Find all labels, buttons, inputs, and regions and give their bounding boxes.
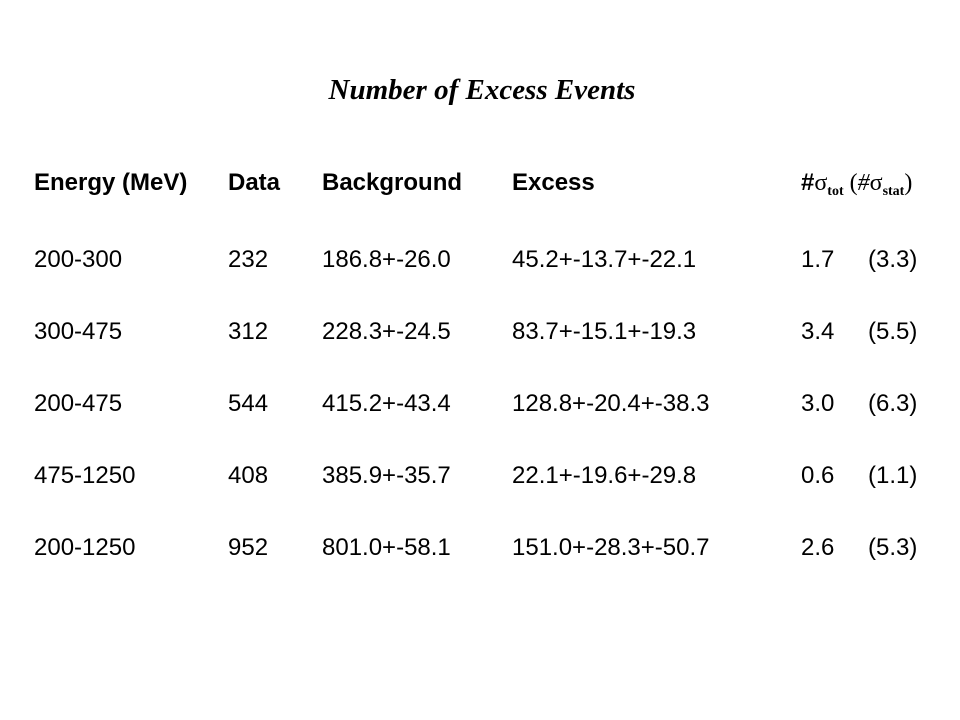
cell-background: 415.2+-43.4 [322, 390, 451, 417]
table-row: 475-1250 408 385.9+-35.7 22.1+-19.6+-29.… [0, 458, 960, 494]
cell-sigma-tot: 3.4 [801, 318, 835, 345]
cell-excess: 45.2+-13.7+-22.1 [512, 246, 697, 273]
slide-title: Number of Excess Events [328, 74, 636, 106]
cell-sigma-stat: (3.3) [868, 246, 918, 273]
cell-sigma-stat: (5.3) [868, 534, 918, 561]
cell-sigma-tot: 0.6 [801, 462, 835, 489]
cell-excess: 22.1+-19.6+-29.8 [512, 462, 697, 489]
cell-data: 952 [228, 534, 269, 561]
cell-background: 801.0+-58.1 [322, 534, 451, 561]
header-sigma-stat-sub: stat [882, 184, 905, 199]
cell-energy: 200-1250 [34, 534, 136, 561]
table-row: 200-475 544 415.2+-43.4 128.8+-20.4+-38.… [0, 386, 960, 422]
cell-excess: 151.0+-28.3+-50.7 [512, 534, 710, 561]
cell-background: 228.3+-24.5 [322, 318, 451, 345]
table-row: 300-475 312 228.3+-24.5 83.7+-15.1+-19.3… [0, 314, 960, 350]
cell-energy: 300-475 [34, 318, 123, 345]
cell-energy: 475-1250 [34, 462, 136, 489]
cell-data: 408 [228, 462, 269, 489]
cell-excess: 128.8+-20.4+-38.3 [512, 390, 710, 417]
cell-excess: 83.7+-15.1+-19.3 [512, 318, 697, 345]
cell-background: 385.9+-35.7 [322, 462, 451, 489]
cell-energy: 200-300 [34, 246, 123, 273]
cell-sigma-tot: 3.0 [801, 390, 835, 417]
header-sigma-tot-sub: tot [827, 184, 844, 199]
table-row: 200-1250 952 801.0+-58.1 151.0+-28.3+-50… [0, 530, 960, 566]
header-sigma-symbol2: σ [869, 170, 883, 196]
header-sigma-close: ) [904, 170, 913, 196]
cell-sigma-stat: (6.3) [868, 390, 918, 417]
header-background: Background [322, 169, 463, 196]
header-excess: Excess [512, 169, 595, 196]
cell-data: 544 [228, 390, 269, 417]
header-energy: Energy (MeV) [34, 169, 188, 196]
cell-data: 312 [228, 318, 269, 345]
header-sigma-hash2: # [857, 170, 870, 196]
header-sigma-hash: # [801, 169, 815, 196]
cell-background: 186.8+-26.0 [322, 246, 451, 273]
cell-sigma-tot: 1.7 [801, 246, 835, 273]
cell-data: 232 [228, 246, 269, 273]
header-sigma-open: ( [843, 170, 858, 196]
header-data: Data [228, 169, 281, 196]
cell-sigma-stat: (1.1) [868, 462, 918, 489]
header-sigma-symbol: σ [814, 170, 828, 196]
table-header: Energy (MeV) Data Background Excess #σto… [0, 165, 960, 201]
table-row: 200-300 232 186.8+-26.0 45.2+-13.7+-22.1… [0, 242, 960, 278]
header-significance: #σtot (#σstat) [801, 165, 912, 201]
cell-sigma-stat: (5.5) [868, 318, 918, 345]
cell-energy: 200-475 [34, 390, 123, 417]
cell-sigma-tot: 2.6 [801, 534, 835, 561]
